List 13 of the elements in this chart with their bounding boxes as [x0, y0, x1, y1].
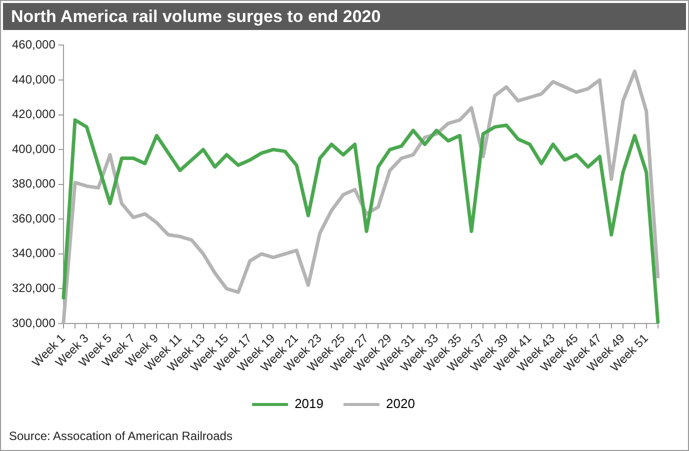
y-tick-label: 340,000 — [12, 246, 56, 260]
y-tick-label: 360,000 — [12, 211, 56, 226]
y-tick-label: 300,000 — [12, 316, 56, 330]
source-note: Source: Assocation of American Railroads — [9, 429, 232, 443]
chart-title: North America rail volume surges to end 2020 — [3, 3, 686, 30]
y-tick-label: 400,000 — [12, 142, 56, 156]
y-tick-label: 380,000 — [12, 176, 56, 191]
y-tick-label: 440,000 — [12, 72, 56, 86]
legend-label: 2020 — [386, 396, 415, 412]
y-tick-label: 460,000 — [12, 38, 56, 52]
legend-label: 2019 — [294, 396, 324, 412]
y-tick-label: 320,000 — [12, 281, 56, 296]
y-tick-label: 420,000 — [12, 107, 56, 122]
